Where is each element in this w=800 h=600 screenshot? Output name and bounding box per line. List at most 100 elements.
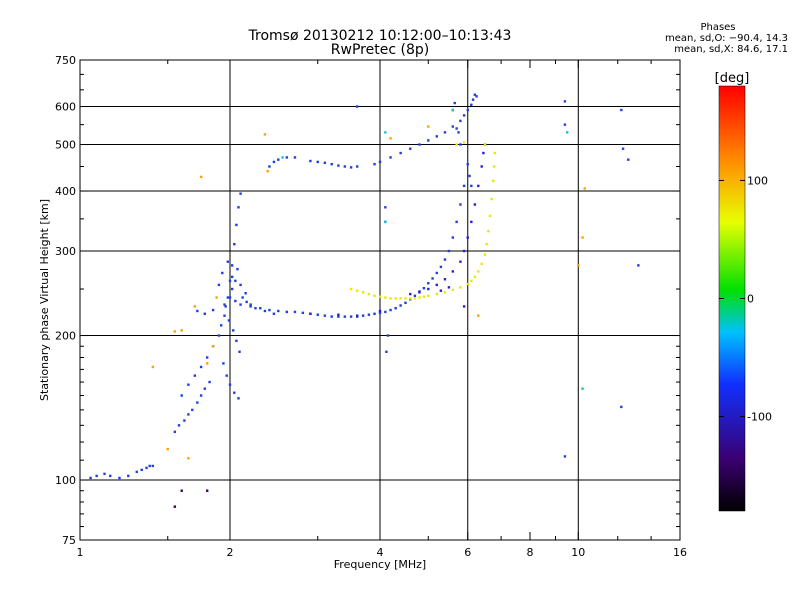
data-point xyxy=(337,314,339,316)
data-point xyxy=(459,143,461,145)
colorbar-label: [deg] xyxy=(715,71,750,86)
data-point xyxy=(436,272,438,274)
data-points xyxy=(89,93,639,507)
data-point xyxy=(444,258,446,260)
data-point xyxy=(244,292,246,294)
data-point xyxy=(286,311,288,313)
data-point xyxy=(399,297,401,299)
data-point xyxy=(294,156,296,158)
data-point xyxy=(477,185,479,187)
data-point xyxy=(149,465,151,467)
data-point xyxy=(481,263,483,265)
data-point xyxy=(331,163,333,165)
data-point xyxy=(245,301,247,303)
data-point xyxy=(470,104,472,106)
data-point xyxy=(264,133,266,135)
data-point xyxy=(627,158,629,160)
data-point xyxy=(620,109,622,111)
data-point xyxy=(281,156,283,158)
data-point xyxy=(459,286,461,288)
data-point xyxy=(204,313,206,315)
data-point xyxy=(268,165,270,167)
data-point xyxy=(373,163,375,165)
data-point xyxy=(455,143,457,145)
colorbar-tick-label: -100 xyxy=(747,411,772,424)
data-point xyxy=(475,95,477,97)
data-point xyxy=(227,261,229,263)
data-point xyxy=(223,314,225,316)
data-point xyxy=(484,253,486,255)
data-point xyxy=(344,165,346,167)
data-point xyxy=(220,324,222,326)
data-point xyxy=(239,192,241,194)
data-point xyxy=(241,296,243,298)
data-point xyxy=(309,160,311,162)
data-point xyxy=(463,185,465,187)
data-point xyxy=(222,362,224,364)
data-point xyxy=(181,490,183,492)
data-point xyxy=(356,289,358,291)
data-point xyxy=(452,289,454,291)
data-point xyxy=(389,309,391,311)
data-point xyxy=(436,135,438,137)
data-point xyxy=(459,261,461,263)
data-point xyxy=(467,109,469,111)
data-point xyxy=(444,291,446,293)
data-point xyxy=(187,413,189,415)
data-point xyxy=(494,152,496,154)
data-point xyxy=(409,148,411,150)
data-point xyxy=(444,278,446,280)
data-point xyxy=(427,139,429,141)
data-point xyxy=(218,284,220,286)
data-point xyxy=(259,307,261,309)
data-point xyxy=(448,286,450,288)
data-point xyxy=(231,276,233,278)
data-point xyxy=(273,313,275,315)
data-point xyxy=(200,394,202,396)
data-point xyxy=(236,268,238,270)
data-point xyxy=(459,203,461,205)
data-point xyxy=(463,305,465,307)
data-point xyxy=(136,471,138,473)
data-point xyxy=(431,277,433,279)
data-point xyxy=(317,314,319,316)
data-point xyxy=(454,102,456,104)
data-point xyxy=(237,206,239,208)
data-point xyxy=(418,296,420,298)
data-point xyxy=(286,156,288,158)
data-point xyxy=(418,290,420,292)
data-point xyxy=(215,296,217,298)
data-point xyxy=(218,334,220,336)
data-point xyxy=(350,166,352,168)
data-point xyxy=(373,295,375,297)
data-point xyxy=(436,284,438,286)
data-point xyxy=(486,243,488,245)
data-point xyxy=(577,264,579,266)
data-point xyxy=(350,288,352,290)
data-point xyxy=(470,185,472,187)
data-point xyxy=(440,289,442,291)
data-point xyxy=(187,457,189,459)
y-tick-label: 75 xyxy=(62,534,76,547)
data-point xyxy=(423,295,425,297)
data-point xyxy=(448,250,450,252)
data-point xyxy=(455,221,457,223)
y-tick-label: 300 xyxy=(55,245,76,258)
data-point xyxy=(470,280,472,282)
data-point xyxy=(394,307,396,309)
data-point xyxy=(178,424,180,426)
data-point xyxy=(264,310,266,312)
data-point xyxy=(637,264,639,266)
data-point xyxy=(356,105,358,107)
data-point xyxy=(302,312,304,314)
data-point xyxy=(463,141,465,143)
data-point xyxy=(472,98,474,100)
data-point xyxy=(235,340,237,342)
data-point xyxy=(493,165,495,167)
data-point xyxy=(477,314,479,316)
data-point xyxy=(174,505,176,507)
data-point xyxy=(379,310,381,312)
data-point xyxy=(409,293,411,295)
data-point xyxy=(414,297,416,299)
data-point xyxy=(564,123,566,125)
